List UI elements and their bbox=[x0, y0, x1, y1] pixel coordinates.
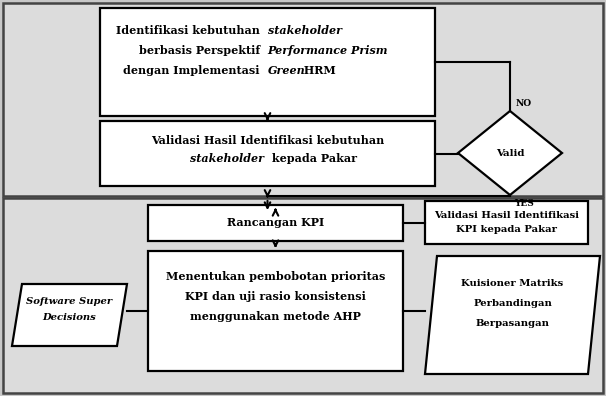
Text: Performance Prism: Performance Prism bbox=[267, 44, 388, 55]
Text: berbasis Perspektif: berbasis Perspektif bbox=[139, 44, 267, 55]
FancyBboxPatch shape bbox=[425, 201, 588, 244]
Text: Kuisioner Matriks: Kuisioner Matriks bbox=[461, 280, 564, 289]
Text: Software Super: Software Super bbox=[27, 297, 113, 307]
Text: Decisions: Decisions bbox=[42, 314, 96, 322]
Text: dengan Implementasi: dengan Implementasi bbox=[123, 65, 267, 76]
Text: Perbandingan: Perbandingan bbox=[473, 299, 552, 308]
Polygon shape bbox=[458, 111, 562, 195]
FancyBboxPatch shape bbox=[148, 205, 403, 241]
Text: NO: NO bbox=[516, 99, 532, 107]
Text: Berpasangan: Berpasangan bbox=[476, 320, 550, 329]
Text: HRM: HRM bbox=[299, 65, 335, 76]
FancyBboxPatch shape bbox=[3, 3, 603, 196]
Text: menggunakan metode AHP: menggunakan metode AHP bbox=[190, 310, 361, 322]
Text: Green: Green bbox=[267, 65, 305, 76]
Text: KPI kepada Pakar: KPI kepada Pakar bbox=[456, 225, 557, 234]
FancyBboxPatch shape bbox=[100, 121, 435, 186]
Text: Valid: Valid bbox=[496, 148, 524, 158]
Text: kepada Pakar: kepada Pakar bbox=[267, 154, 356, 164]
FancyBboxPatch shape bbox=[148, 251, 403, 371]
Text: Rancangan KPI: Rancangan KPI bbox=[227, 217, 324, 228]
Text: Menentukan pembobotan prioritas: Menentukan pembobotan prioritas bbox=[166, 270, 385, 282]
Text: stakeholder: stakeholder bbox=[190, 154, 267, 164]
Text: YES: YES bbox=[514, 198, 534, 208]
FancyBboxPatch shape bbox=[100, 8, 435, 116]
Polygon shape bbox=[12, 284, 127, 346]
Text: Identifikasi kebutuhan: Identifikasi kebutuhan bbox=[116, 25, 267, 36]
Text: Validasi Hasil Identifikasi: Validasi Hasil Identifikasi bbox=[434, 211, 579, 219]
FancyBboxPatch shape bbox=[3, 198, 603, 393]
Polygon shape bbox=[425, 256, 600, 374]
Text: KPI dan uji rasio konsistensi: KPI dan uji rasio konsistensi bbox=[185, 291, 366, 301]
Text: Validasi Hasil Identifikasi kebutuhan: Validasi Hasil Identifikasi kebutuhan bbox=[151, 135, 384, 147]
Text: stakeholder: stakeholder bbox=[267, 25, 342, 36]
